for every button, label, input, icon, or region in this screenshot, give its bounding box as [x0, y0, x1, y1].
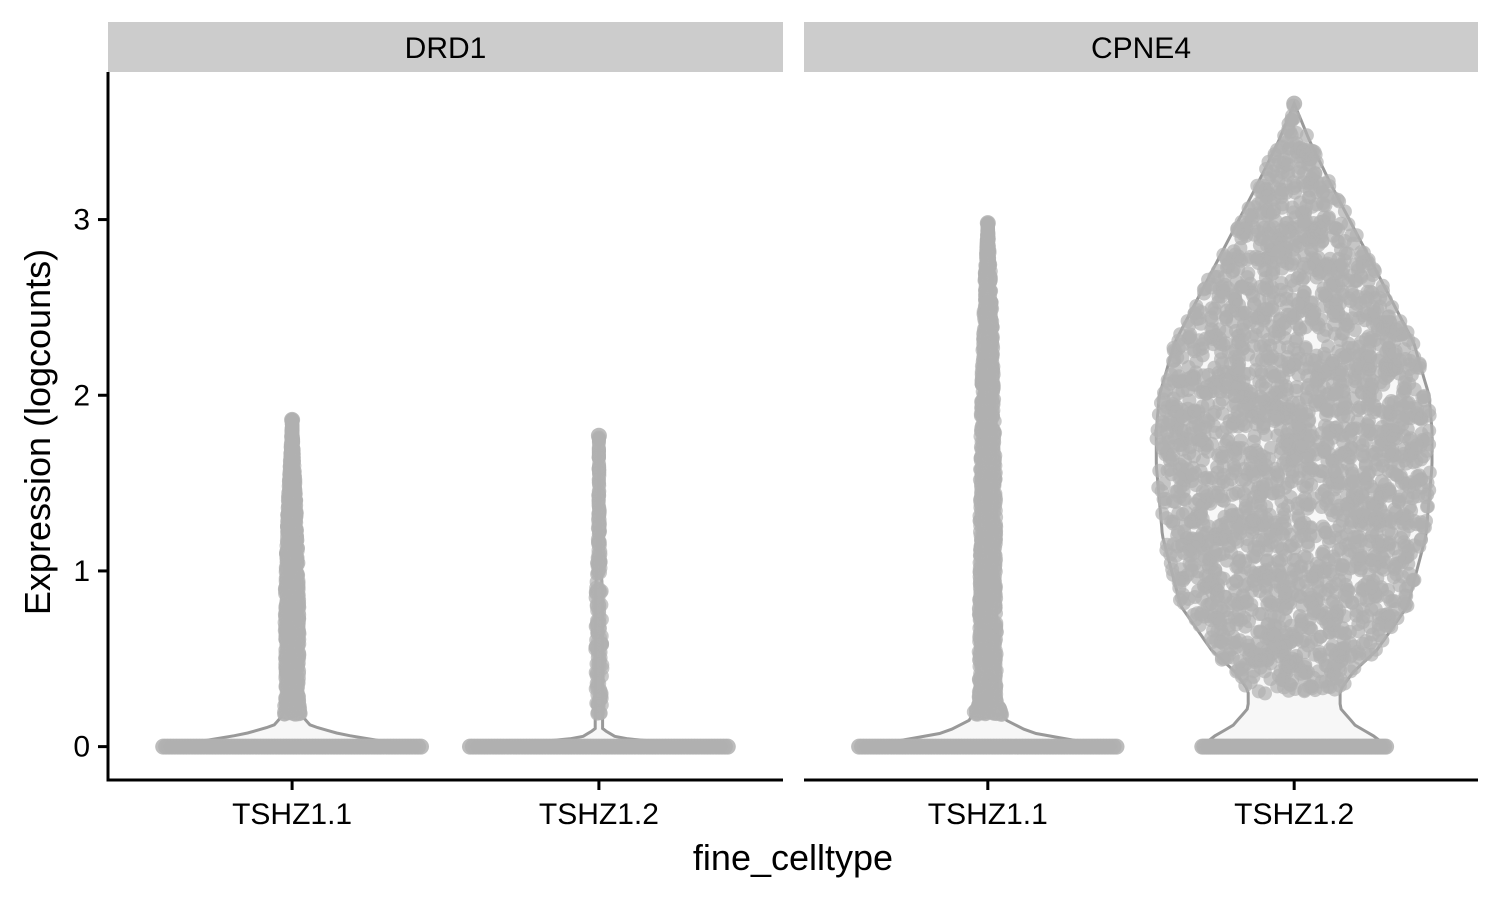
data-point [985, 410, 1000, 425]
facet-strip-drd1 [108, 22, 783, 72]
data-point [982, 259, 997, 274]
data-point [591, 699, 606, 714]
data-point [974, 359, 989, 374]
data-point [980, 628, 995, 642]
data-point [976, 646, 991, 661]
data-point [591, 492, 606, 507]
data-point [413, 738, 429, 755]
data-point [982, 425, 996, 440]
data-point [282, 507, 297, 521]
data-point [981, 239, 996, 254]
data-point [283, 449, 298, 464]
points-cpne4-tshz1.1 [851, 215, 1125, 755]
points-cpne4-tshz1.2 [1149, 95, 1437, 755]
data-point [589, 633, 604, 647]
data-point [988, 667, 1003, 682]
data-point [591, 538, 606, 553]
data-point [591, 558, 606, 573]
data-point [985, 591, 999, 606]
data-point [592, 676, 607, 691]
points-drd1-tshz1.2 [462, 427, 736, 755]
data-point [291, 707, 306, 722]
data-point [592, 472, 606, 487]
data-point-max [979, 215, 996, 232]
data-point [979, 526, 994, 540]
data-point [288, 610, 303, 625]
data-point [591, 450, 606, 465]
data-point [719, 738, 736, 755]
data-point [974, 396, 989, 410]
data-point [592, 515, 607, 530]
data-point [590, 620, 605, 635]
points-drd1-tshz1.1 [155, 411, 429, 755]
facet-strip-cpne4 [804, 22, 1478, 72]
data-point [283, 640, 298, 655]
data-point-max [284, 411, 301, 428]
data-point [278, 678, 293, 693]
data-point [285, 432, 300, 447]
data-point [979, 696, 994, 711]
facet-strip-label: DRD1 [405, 32, 487, 65]
facet-strip-label: CPNE4 [1091, 32, 1191, 65]
data-point [977, 453, 992, 468]
data-point [1108, 738, 1125, 755]
data-point [982, 503, 997, 518]
data-point [972, 548, 987, 563]
data-point [989, 647, 1004, 662]
data-point [592, 597, 607, 612]
facet-strips: DRD1 CPNE4 [108, 22, 1478, 72]
jitter-points-layer [155, 95, 1437, 755]
data-point [278, 629, 293, 644]
data-point [285, 530, 300, 545]
data-point [286, 694, 301, 709]
data-point [285, 478, 299, 493]
data-point [983, 283, 998, 298]
data-point [978, 381, 993, 396]
data-point [981, 578, 996, 593]
data-point [1378, 738, 1395, 755]
data-point [285, 582, 300, 597]
data-point [591, 582, 606, 597]
data-point [978, 486, 993, 501]
data-point [986, 541, 1001, 556]
data-point [285, 657, 300, 672]
data-point [982, 321, 997, 336]
data-point-max [590, 427, 607, 444]
